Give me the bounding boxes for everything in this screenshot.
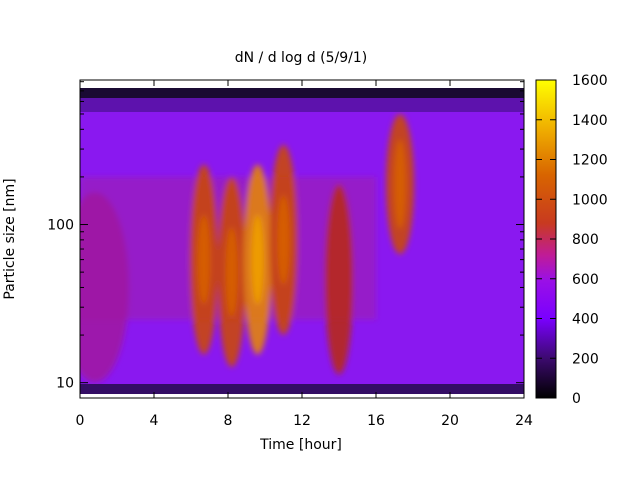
plot-area <box>79 79 525 399</box>
chart-title: dN / d log d (5/9/1) <box>235 50 368 66</box>
x-axis: 0 4 8 12 16 20 24 <box>76 80 533 429</box>
colorbar-tick-label: 600 <box>572 272 599 288</box>
heatmap-peak <box>325 184 353 375</box>
heatmap-top-band <box>80 88 524 98</box>
heatmap-peak-core <box>197 214 211 305</box>
y-tick-label: 10 <box>56 376 74 392</box>
colorbar-tick-label: 200 <box>572 351 599 367</box>
colorbar-tick-label: 400 <box>572 312 599 328</box>
x-tick-label: 0 <box>76 413 85 429</box>
colorbar-tick-label: 1600 <box>572 73 608 89</box>
colorbar-tick-label: 1000 <box>572 192 608 208</box>
colorbar-tick-label: 0 <box>572 391 581 407</box>
y-tick-label: 100 <box>47 218 74 234</box>
heatmap-layer <box>80 114 415 383</box>
y-axis: 10 100 <box>47 81 524 392</box>
x-tick-label: 16 <box>367 413 385 429</box>
x-tick-label: 12 <box>293 413 311 429</box>
x-tick-label: 8 <box>224 413 233 429</box>
colorbar-tick-label: 1200 <box>572 153 608 169</box>
colorbar-tick-label: 800 <box>572 232 599 248</box>
heatmap-peak-core <box>393 139 407 230</box>
heatmap-peak-core <box>277 194 290 285</box>
x-tick-label: 20 <box>441 413 459 429</box>
heatmap-peak <box>80 192 129 383</box>
heatmap-bottom-band <box>80 384 524 394</box>
x-tick-label: 4 <box>150 413 159 429</box>
heatmap-peak-core <box>251 214 264 305</box>
x-tick-label: 24 <box>515 413 533 429</box>
colorbar-tick-label: 1400 <box>572 113 608 129</box>
y-axis-label: Particle size [nm] <box>2 178 18 299</box>
heatmap-upper-shade <box>80 98 524 112</box>
colorbar-ticks: 0 200 400 600 800 1000 1200 1400 1600 <box>536 73 608 407</box>
x-axis-label: Time [hour] <box>259 437 342 453</box>
colorbar: 0 200 400 600 800 1000 1200 1400 1600 <box>535 73 608 407</box>
heatmap-peak-core <box>225 227 238 318</box>
